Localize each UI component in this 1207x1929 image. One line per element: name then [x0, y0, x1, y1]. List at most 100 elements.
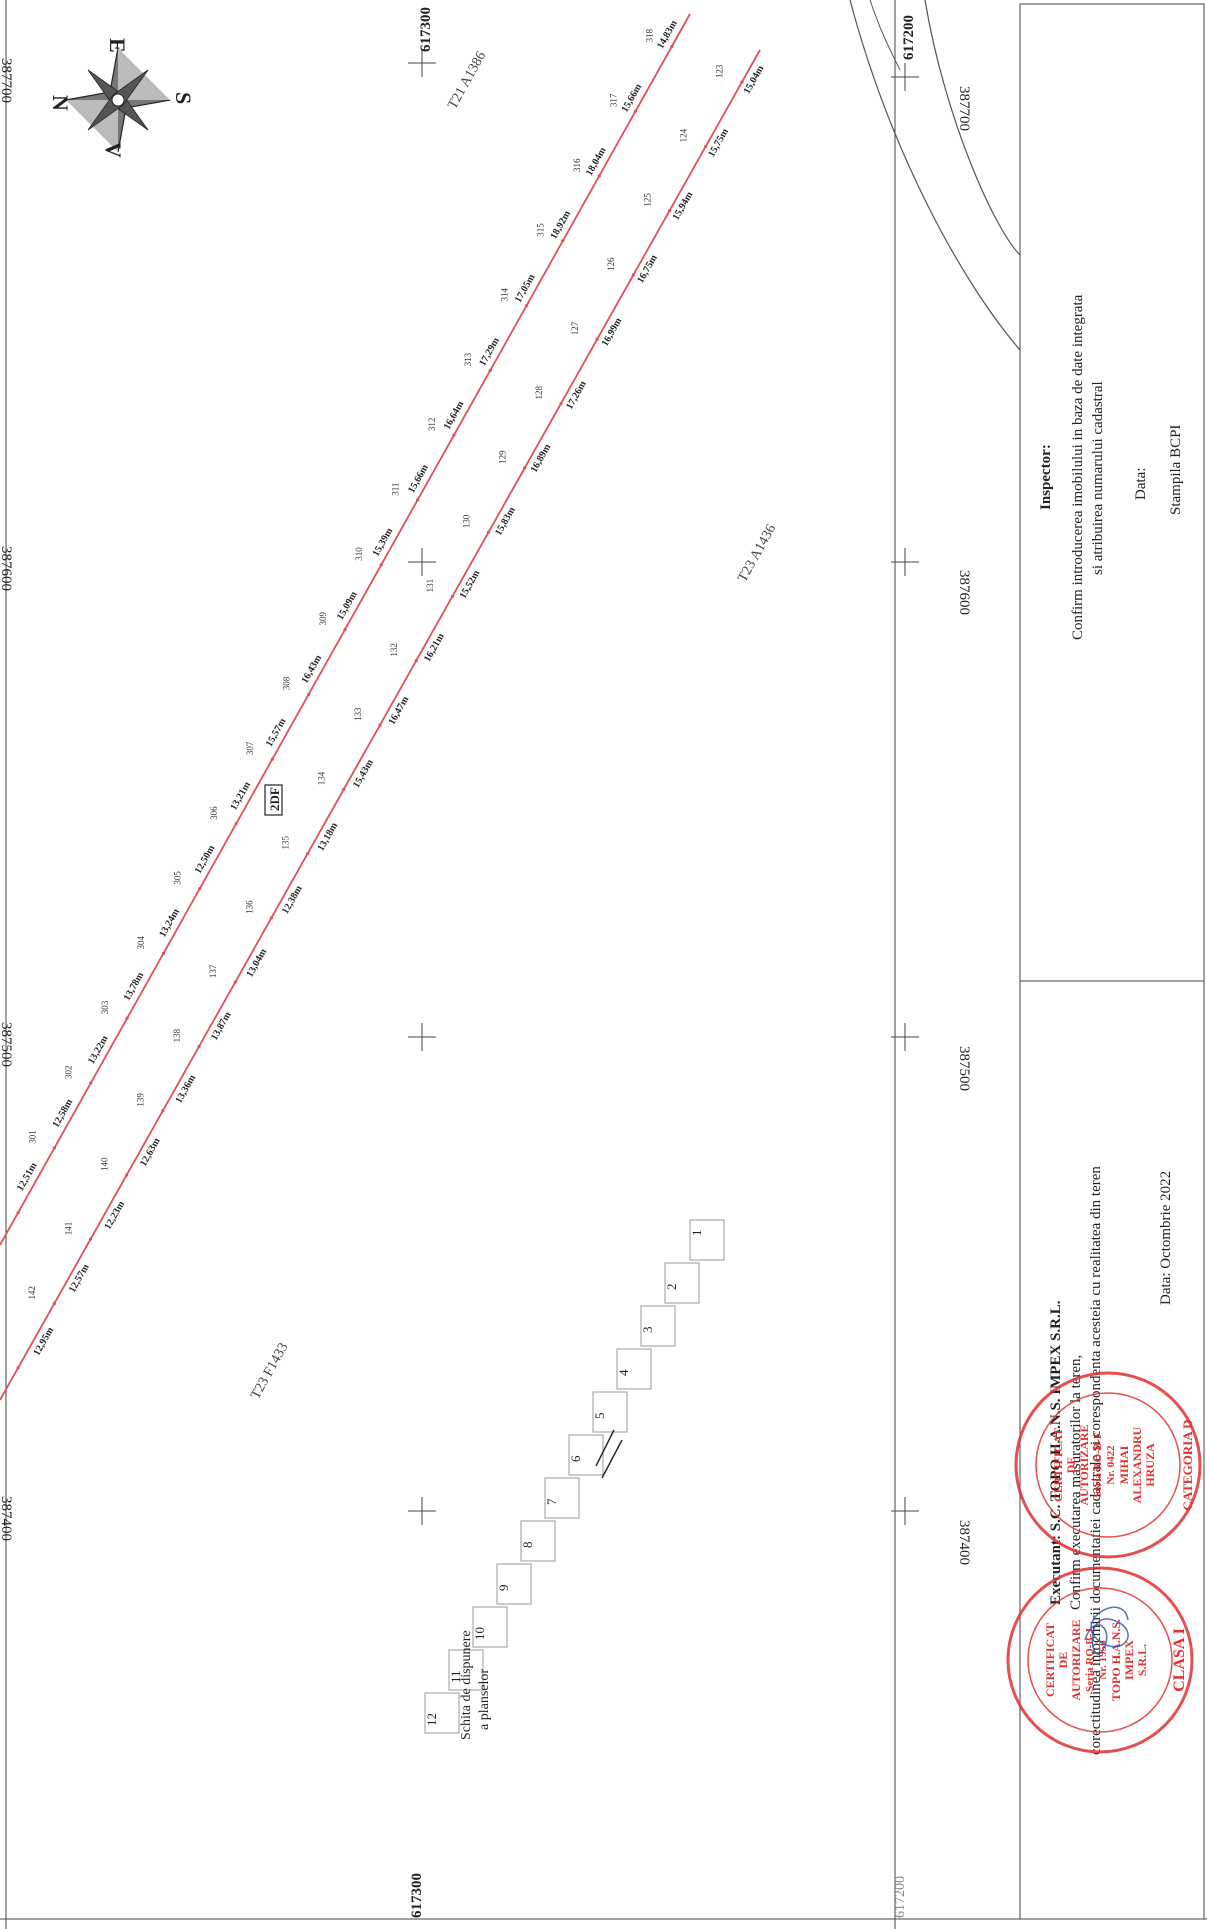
vertex-point [523, 466, 527, 470]
northing-tick: 387600 [0, 546, 14, 591]
point-number: 138 [172, 1028, 182, 1042]
northing-tick: 387400 [0, 1496, 14, 1541]
segment-length: 13,18m [316, 820, 341, 853]
northing-tick: 387700 [956, 86, 972, 131]
segment-length: 15,66m [406, 462, 431, 495]
executant-line1: Executant: S.C. TOPO H.A.N.S. IMPEX S.R.… [1048, 1300, 1064, 1605]
point-number: 308 [281, 676, 291, 690]
stamp-text: Seria RO-B-F [1092, 1432, 1104, 1497]
northing-tick: 387600 [956, 570, 972, 615]
segment-length: 17,26m [564, 379, 589, 412]
point-number: 302 [64, 1066, 74, 1080]
segment-length: 13,21m [228, 779, 253, 812]
sheet-number: 7 [544, 1498, 559, 1505]
vertex-point [16, 1211, 20, 1215]
sheet-number: 2 [664, 1284, 679, 1291]
vertex-point [198, 887, 202, 891]
vertex-point [125, 1173, 129, 1177]
inspector-title: Inspector: [1038, 444, 1054, 510]
sheet-current-mark [595, 1429, 623, 1479]
vertex-point [559, 401, 563, 406]
vertex-point [161, 951, 166, 956]
northing-tick: 387400 [956, 1520, 972, 1565]
point-number: 318 [645, 28, 655, 42]
point-number: 136 [244, 900, 254, 914]
stamp-text: MIHAI [1117, 1445, 1131, 1484]
segment-length: 16,89m [529, 442, 554, 475]
segment-length: 13,78m [122, 970, 147, 1003]
point-number: 316 [572, 158, 582, 172]
point-number: 315 [536, 223, 546, 237]
segment-length: 12,50m [193, 843, 218, 876]
road-code-box: 2DF [264, 784, 283, 816]
segment-length: 16,64m [442, 399, 467, 432]
segment-length: 13,87m [209, 1009, 234, 1042]
segment-length: 16,75m [635, 252, 660, 285]
point-number: 126 [606, 257, 616, 271]
segment-length: 16,47m [387, 694, 412, 727]
compass-east-label: E [105, 38, 130, 53]
segment-length: 15,43m [351, 757, 376, 790]
sheet-number: 4 [616, 1369, 631, 1376]
easting-label-top: 617200 [901, 15, 917, 60]
point-number: 307 [245, 741, 255, 755]
segment-length: 12,38m [280, 883, 305, 916]
vertex-point [595, 337, 599, 341]
sheet-number: 10 [472, 1627, 487, 1640]
vertex-point [414, 659, 418, 663]
executant-panel [1019, 980, 1205, 1920]
parcel-label-left: T23 F1433 [248, 1341, 291, 1402]
stamp-text: CATEGORIA D [1180, 1419, 1195, 1510]
segment-length: 16,99m [600, 316, 625, 349]
northing-labels-right: 387700 387600 387500 387400 [956, 86, 972, 1565]
vertex-point [234, 822, 238, 826]
stamp-text: TOPO H.A.N.S. [1109, 1619, 1123, 1701]
segment-length: 18,92m [548, 208, 573, 241]
layout-sketch-subtitle: a planselor [477, 1669, 492, 1730]
stamp-text: Nr. 1950 [1097, 1640, 1109, 1680]
inspector-text: Inspector: Confirm introducerea imobilul… [1038, 294, 1184, 640]
sheet-number: 3 [640, 1327, 655, 1334]
vertex-point [670, 44, 674, 48]
vertex-point [667, 209, 672, 213]
vertex-point [342, 787, 346, 791]
northing-tick: 387700 [0, 58, 14, 103]
vertex-point [633, 109, 638, 113]
sheet-layout-sketch [424, 1219, 725, 1734]
segment-length: 12,95m [31, 1325, 56, 1358]
sheet-numbers: 1 2 3 4 5 6 7 8 9 10 11 12 [424, 1230, 704, 1727]
segment-length: 17,05m [513, 272, 538, 305]
sheet-number: 5 [592, 1413, 607, 1420]
vertex-point [597, 174, 601, 178]
sheet-number: 9 [496, 1585, 511, 1592]
northing-tick: 387500 [0, 1022, 14, 1067]
inspector-stamp-label: Stampila BCPI [1168, 425, 1184, 515]
northing-labels-left: 387700 387600 387500 387400 [0, 58, 14, 1541]
vertex-point [306, 851, 310, 856]
vertex-point [343, 627, 347, 632]
point-number: 130 [461, 514, 471, 528]
compass-west-label: V [101, 142, 126, 158]
signature-scribble [1084, 1606, 1129, 1655]
segment-length: 12,58m [51, 1097, 76, 1130]
point-number: 124 [679, 128, 689, 142]
segment-length: 15,57m [264, 716, 289, 749]
segment-length: 13,04m [245, 946, 270, 979]
vertex-point [270, 757, 274, 761]
stamp-text: ALEXANDRU [1130, 1426, 1144, 1503]
point-number: 304 [136, 935, 146, 949]
point-number: 310 [354, 547, 364, 561]
point-number: 133 [353, 707, 363, 721]
boundary-curve [849, 0, 1021, 351]
point-number: 125 [642, 193, 652, 207]
vertex-point [197, 1044, 201, 1049]
segment-length: 13,24m [157, 906, 182, 939]
segment-length: 15,09m [335, 589, 360, 622]
vertex-point [486, 530, 491, 534]
point-number: 135 [280, 836, 290, 850]
compass-rose: N E S V [48, 38, 196, 158]
vertex-point [379, 563, 383, 567]
segment-length: 13,36m [173, 1073, 198, 1106]
sheet-number: 1 [689, 1230, 704, 1237]
